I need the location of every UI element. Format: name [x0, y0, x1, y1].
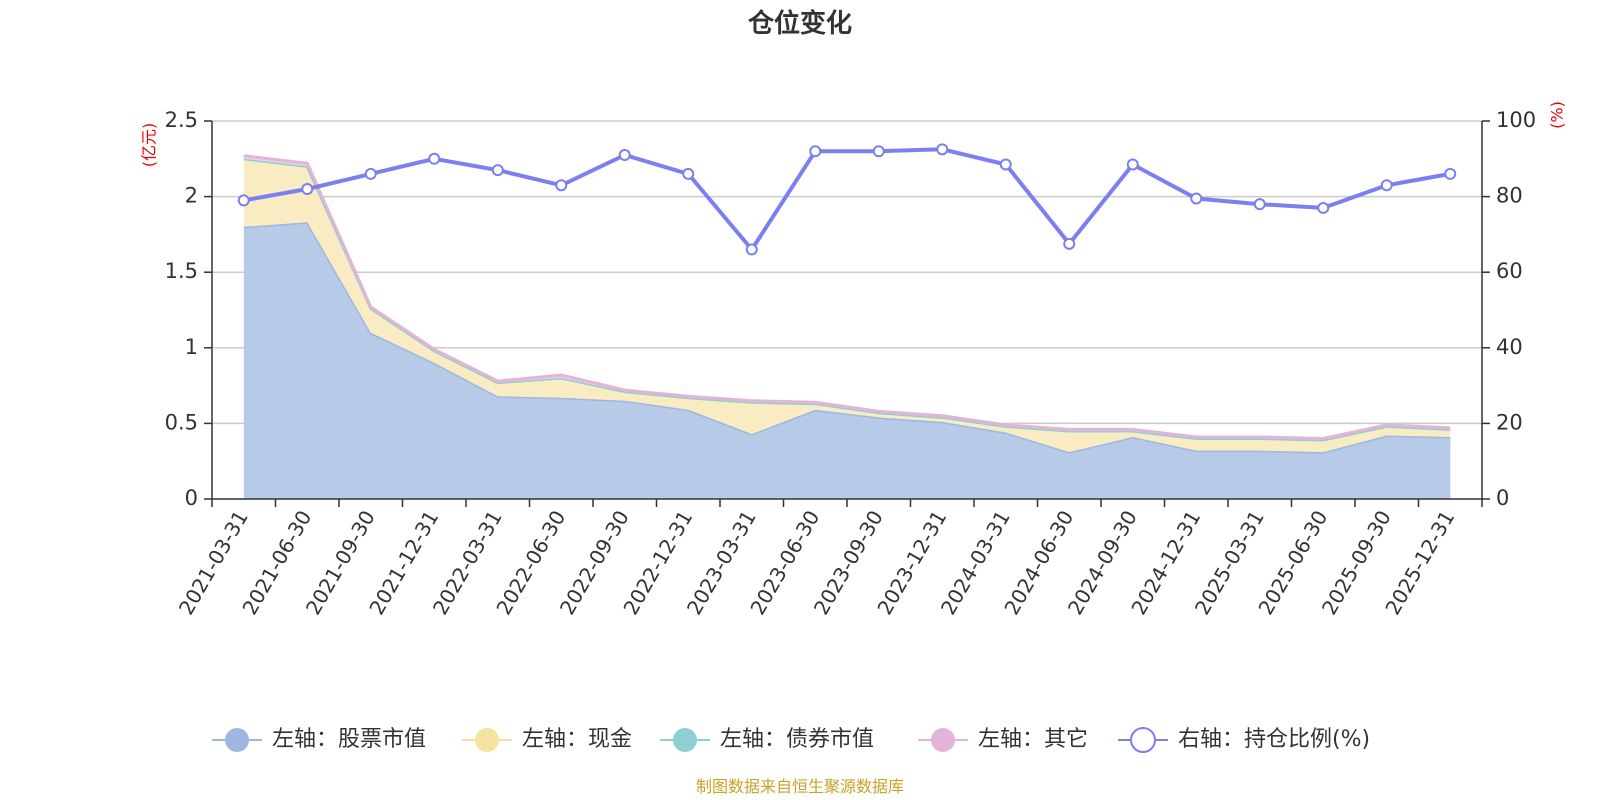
legend-item[interactable]: 左轴：其它 — [918, 727, 1088, 752]
ratio-point — [428, 152, 441, 165]
ratio-point — [618, 149, 631, 162]
left-tick-label: 1.5 — [165, 259, 198, 283]
left-tick-label: 0.5 — [165, 410, 198, 434]
left-tick-label: 1 — [185, 335, 198, 359]
legend-item[interactable]: 左轴：债券市值 — [660, 727, 874, 752]
legend-label: 左轴：现金 — [522, 727, 632, 752]
right-tick-label: 80 — [1496, 184, 1523, 208]
chart-title: 仓位变化 — [747, 8, 852, 39]
legend-label: 左轴：债券市值 — [720, 727, 874, 752]
ratio-point — [872, 145, 885, 158]
legend-label: 左轴：股票市值 — [272, 727, 426, 752]
legend-marker — [931, 728, 955, 752]
legend-marker — [1130, 727, 1156, 753]
legend-item[interactable]: 右轴：持仓比例(%) — [1118, 727, 1370, 753]
ratio-point — [1126, 158, 1139, 171]
legend-marker — [225, 728, 249, 752]
legend: 左轴：股票市值 左轴：现金 左轴：债券市值 左轴：其它 右轴：持仓比例(%) — [212, 727, 1370, 753]
right-tick-label: 60 — [1496, 259, 1523, 283]
left-tick-label: 2 — [185, 184, 198, 208]
ratio-point — [745, 243, 758, 256]
ratio-point — [809, 145, 822, 158]
ratio-point — [491, 164, 504, 177]
ratio-point — [237, 194, 250, 207]
ratio-point — [1063, 237, 1076, 250]
ratio-point — [936, 143, 949, 156]
right-tick-label: 100 — [1496, 108, 1536, 132]
ratio-point — [1380, 179, 1393, 192]
ratio-point — [682, 167, 695, 180]
legend-label: 左轴：其它 — [978, 727, 1088, 752]
legend-label: 右轴：持仓比例(%) — [1178, 727, 1370, 752]
right-tick-label: 0 — [1496, 486, 1509, 510]
area-左轴：股票市值 — [243, 222, 1451, 500]
ratio-point — [1317, 201, 1330, 214]
stacked-areas — [243, 154, 1451, 500]
legend-item[interactable]: 左轴：现金 — [462, 727, 632, 752]
data-source-note: 制图数据来自恒生聚源数据库 — [696, 777, 904, 796]
ratio-line-path — [243, 147, 1451, 252]
ratio-line — [237, 143, 1457, 256]
right-tick-label: 40 — [1496, 335, 1523, 359]
ratio-point — [1190, 192, 1203, 205]
ratio-point — [1444, 167, 1457, 180]
ratio-point — [999, 158, 1012, 171]
right-tick-label: 20 — [1496, 410, 1523, 434]
ratio-point — [301, 183, 314, 196]
left-tick-label: 0 — [185, 486, 198, 510]
legend-marker — [673, 728, 697, 752]
legend-marker — [475, 728, 499, 752]
legend-item[interactable]: 左轴：股票市值 — [212, 727, 426, 752]
left-axis-unit: (亿元) — [140, 123, 159, 168]
ratio-point — [364, 167, 377, 180]
ratio-point — [555, 179, 568, 192]
ratio-point — [1253, 198, 1266, 211]
left-tick-label: 2.5 — [165, 108, 198, 132]
area-edge-左轴：其它 — [243, 154, 1451, 441]
right-axis-unit: (%) — [1548, 101, 1567, 129]
